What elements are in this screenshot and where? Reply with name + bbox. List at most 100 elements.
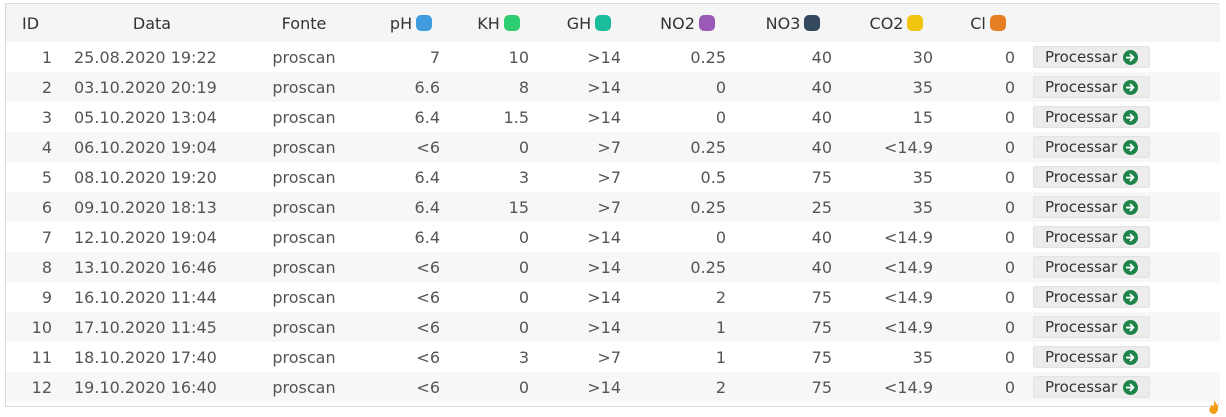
cell-source: proscan (272, 287, 336, 307)
cell-no2: 0 (715, 107, 726, 127)
processar-button[interactable]: Processar (1033, 196, 1151, 218)
arrow-circle-right-icon (1123, 79, 1139, 95)
processar-button-label: Processar (1045, 108, 1118, 126)
cell-kh: 0 (518, 227, 529, 247)
column-header-no2[interactable]: NO2 (635, 4, 740, 42)
cell-id: 7 (41, 227, 52, 247)
cell-ph: 6.4 (414, 167, 440, 187)
column-header-no3[interactable]: NO3 (740, 4, 846, 42)
cell-date: 08.10.2020 19:20 (74, 167, 217, 187)
cell-kh: 1.5 (503, 107, 529, 127)
cell-co2: 35 (912, 167, 933, 187)
table-row: 3 05.10.2020 13:04 proscan 6.4 1.5 >14 0 40 15 0 P… (6, 102, 1220, 132)
cell-ph: 6.4 (414, 227, 440, 247)
co2-color-dot-icon (907, 14, 924, 31)
cell-no3: 75 (811, 347, 832, 367)
column-header-data[interactable]: Data (132, 13, 172, 33)
cell-kh: 0 (518, 377, 529, 397)
no2-color-dot-icon (698, 14, 715, 31)
cell-co2: 15 (912, 107, 933, 127)
table-row: 6 09.10.2020 18:13 proscan 6.4 15 >7 0.25 25 35 0… (6, 192, 1220, 222)
cell-kh: 0 (518, 257, 529, 277)
cell-ph: <6 (416, 287, 440, 307)
cell-kh: 3 (518, 167, 529, 187)
cell-no3: 40 (811, 47, 832, 67)
cell-co2: <14.9 (883, 227, 933, 247)
cell-no3: 25 (811, 197, 832, 217)
cell-no2: 2 (715, 287, 726, 307)
processar-button[interactable]: Processar (1033, 256, 1151, 278)
processar-button[interactable]: Processar (1033, 376, 1151, 398)
column-header-co2[interactable]: CO2 (846, 4, 947, 42)
cell-actions: Processar (1029, 42, 1220, 72)
cell-cl: 0 (1004, 167, 1015, 187)
cell-source: proscan (272, 47, 336, 67)
cell-source: proscan (272, 197, 336, 217)
processar-button-label: Processar (1045, 48, 1118, 66)
cell-date: 25.08.2020 19:22 (74, 47, 217, 67)
cell-co2: <14.9 (883, 377, 933, 397)
table-row: 9 16.10.2020 11:44 proscan <6 0 >14 2 75 <14.9 0 P… (6, 282, 1220, 312)
cell-no2: 0.5 (700, 167, 726, 187)
cell-source: proscan (272, 167, 336, 187)
column-header-ph[interactable]: pH (368, 4, 454, 42)
cell-source: proscan (272, 107, 336, 127)
processar-button-label: Processar (1045, 378, 1118, 396)
processar-button[interactable]: Processar (1033, 106, 1151, 128)
column-header-cl[interactable]: Cl (947, 4, 1029, 42)
cell-ph: 6.4 (414, 197, 440, 217)
cell-gh: >14 (587, 377, 621, 397)
processar-button[interactable]: Processar (1033, 136, 1151, 158)
processar-button[interactable]: Processar (1033, 76, 1151, 98)
processar-button[interactable]: Processar (1033, 316, 1151, 338)
processar-button[interactable]: Processar (1033, 346, 1151, 368)
column-header-kh[interactable]: KH (454, 4, 543, 42)
table-header-row: ID Data Fonte pH KH GH NO2 NO3 CO2 Cl (6, 4, 1220, 42)
processar-button-label: Processar (1045, 78, 1118, 96)
cell-no3: 40 (811, 257, 832, 277)
cell-no3: 75 (811, 167, 832, 187)
cell-id: 11 (31, 347, 52, 367)
processar-button-label: Processar (1045, 198, 1118, 216)
cell-ph: 6.6 (414, 77, 440, 97)
cell-source: proscan (272, 317, 336, 337)
arrow-circle-right-icon (1123, 109, 1139, 125)
cell-gh: >14 (587, 77, 621, 97)
cell-no2: 0 (715, 77, 726, 97)
table-row: 1 25.08.2020 19:22 proscan 7 10 >14 0.25 40 30 0 P… (6, 42, 1220, 72)
cell-no3: 75 (811, 377, 832, 397)
cell-co2: 35 (912, 347, 933, 367)
arrow-circle-right-icon (1123, 319, 1139, 335)
arrow-circle-right-icon (1123, 289, 1139, 305)
processar-button-label: Processar (1045, 288, 1118, 306)
cell-no2: 1 (715, 317, 726, 337)
results-table-panel: ID Data Fonte pH KH GH NO2 NO3 CO2 Cl 1 2… (5, 3, 1220, 407)
table-row: 11 18.10.2020 17:40 proscan <6 3 >7 1 75 35 0 Proc… (6, 342, 1220, 372)
cell-source: proscan (272, 377, 336, 397)
cell-date: 03.10.2020 20:19 (74, 77, 217, 97)
cell-cl: 0 (1004, 347, 1015, 367)
column-header-fonte[interactable]: Fonte (281, 13, 327, 33)
cell-actions: Processar (1029, 312, 1220, 342)
processar-button[interactable]: Processar (1033, 226, 1151, 248)
cell-gh: >14 (587, 47, 621, 67)
processar-button-label: Processar (1045, 318, 1118, 336)
cell-gh: >14 (587, 287, 621, 307)
arrow-circle-right-icon (1123, 169, 1139, 185)
cell-actions: Processar (1029, 372, 1220, 402)
processar-button[interactable]: Processar (1033, 286, 1151, 308)
cell-no2: 0.25 (690, 137, 726, 157)
processar-button[interactable]: Processar (1033, 166, 1151, 188)
cell-gh: >7 (597, 137, 621, 157)
arrow-circle-right-icon (1123, 349, 1139, 365)
flame-icon (1209, 400, 1219, 414)
cell-gh: >7 (597, 347, 621, 367)
cell-id: 8 (41, 257, 52, 277)
cell-source: proscan (272, 347, 336, 367)
column-header-id[interactable]: ID (22, 13, 40, 33)
column-header-gh[interactable]: GH (543, 4, 635, 42)
table-row: 7 12.10.2020 19:04 proscan 6.4 0 >14 0 40 <14.9 0… (6, 222, 1220, 252)
processar-button[interactable]: Processar (1033, 46, 1151, 68)
processar-button-label: Processar (1045, 228, 1118, 246)
cell-id: 10 (31, 317, 52, 337)
